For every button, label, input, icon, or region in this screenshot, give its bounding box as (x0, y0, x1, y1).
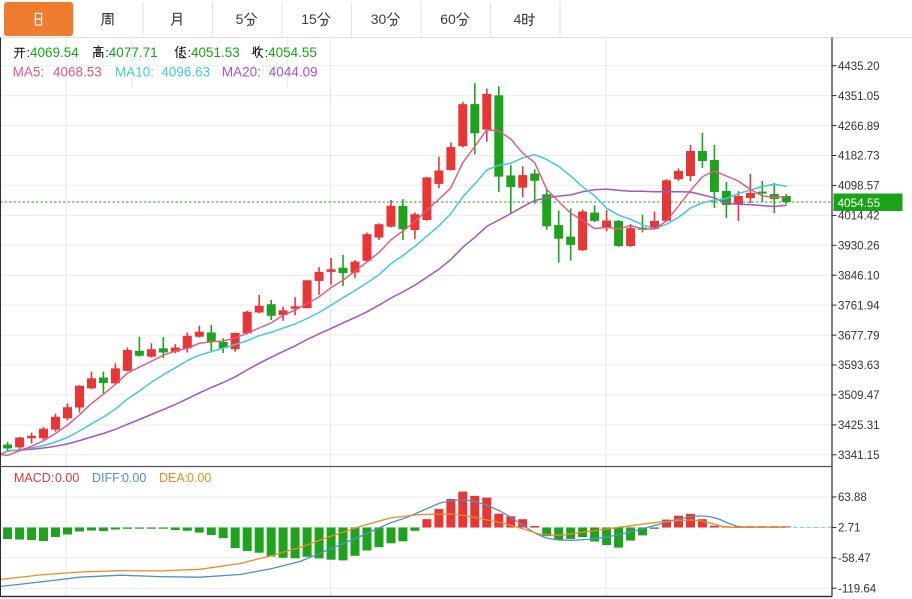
svg-text:4435.20: 4435.20 (838, 61, 880, 73)
svg-text:3425.31: 3425.31 (838, 420, 880, 432)
svg-text:4044.09: 4044.09 (269, 65, 318, 80)
svg-text:0.00: 0.00 (122, 471, 146, 485)
svg-text:30: 30 (371, 11, 387, 27)
svg-text:DEA:: DEA: (159, 471, 188, 485)
svg-text:4054.55: 4054.55 (838, 196, 881, 210)
svg-text:4266.89: 4266.89 (838, 121, 880, 133)
svg-text:3677.79: 3677.79 (838, 330, 880, 342)
svg-text:3341.15: 3341.15 (838, 450, 880, 462)
svg-text:4077.71: 4077.71 (109, 45, 158, 60)
svg-text:4098.57: 4098.57 (838, 181, 880, 193)
svg-text::: : (265, 45, 269, 60)
svg-text::: : (188, 45, 192, 60)
svg-text:4182.73: 4182.73 (838, 151, 880, 163)
svg-text:3509.47: 3509.47 (838, 390, 880, 402)
svg-text:MA20:: MA20: (222, 65, 261, 80)
svg-text:4351.05: 4351.05 (838, 91, 880, 103)
svg-text:5: 5 (236, 11, 244, 27)
svg-text:60: 60 (440, 11, 456, 27)
svg-text:0.00: 0.00 (187, 471, 211, 485)
svg-text:MA5:: MA5: (13, 65, 45, 80)
svg-text:3930.26: 3930.26 (838, 241, 880, 253)
svg-text:4: 4 (514, 11, 522, 27)
svg-text:-119.64: -119.64 (838, 583, 877, 595)
svg-text:3846.10: 3846.10 (838, 270, 880, 282)
svg-text:3593.63: 3593.63 (838, 360, 880, 372)
svg-text:4054.55: 4054.55 (268, 45, 317, 60)
svg-text:4096.63: 4096.63 (161, 65, 210, 80)
svg-text:2.71: 2.71 (838, 523, 860, 535)
svg-text:-58.47: -58.47 (838, 553, 871, 565)
svg-text:0.00: 0.00 (55, 471, 79, 485)
svg-text:3761.94: 3761.94 (838, 300, 880, 312)
svg-text:63.88: 63.88 (838, 492, 867, 504)
svg-text:MA10:: MA10: (115, 65, 154, 80)
svg-text:4069.54: 4069.54 (30, 45, 79, 60)
svg-text:DIFF:: DIFF: (92, 471, 123, 485)
svg-text::: : (27, 45, 31, 60)
svg-text:MACD:: MACD: (14, 471, 54, 485)
svg-text:15: 15 (301, 11, 317, 27)
svg-text:4051.53: 4051.53 (191, 45, 240, 60)
svg-text:4068.53: 4068.53 (53, 65, 102, 80)
svg-text::: : (105, 45, 109, 60)
svg-text:4014.42: 4014.42 (838, 211, 880, 223)
